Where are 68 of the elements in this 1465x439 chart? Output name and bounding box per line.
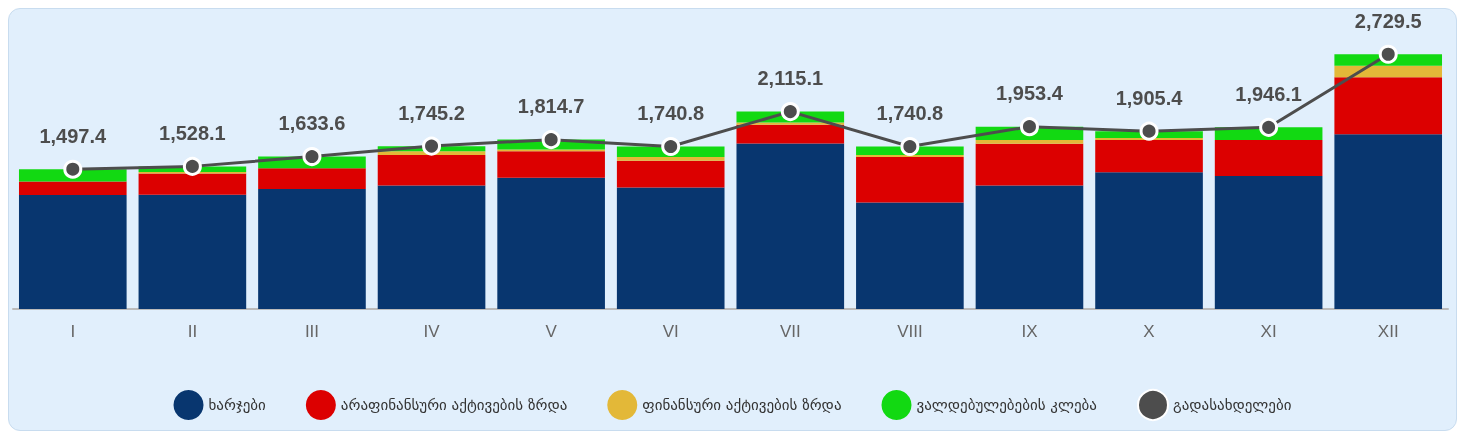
x-tick-label: IV xyxy=(423,322,441,341)
x-tick-label: II xyxy=(187,322,198,341)
point xyxy=(63,159,83,179)
point xyxy=(1259,117,1279,137)
point xyxy=(780,102,800,122)
bar xyxy=(258,188,366,309)
bar xyxy=(736,124,845,144)
bar xyxy=(616,187,725,309)
data-label: 1,497.4 xyxy=(39,124,108,147)
x-tick-label: VI xyxy=(662,322,679,341)
x-tick-label: VII xyxy=(779,322,801,341)
data-label: 2,729.5 xyxy=(1354,9,1422,32)
x-tick-label: XII xyxy=(1377,322,1399,341)
bar xyxy=(258,168,366,189)
bar xyxy=(138,194,247,309)
point xyxy=(302,147,322,167)
point xyxy=(541,130,561,150)
bar xyxy=(18,181,127,195)
data-label: 1,905.4 xyxy=(1115,86,1184,109)
bar xyxy=(497,151,605,178)
x-tick-label: III xyxy=(304,322,320,341)
data-label: 1,740.8 xyxy=(876,102,944,125)
bar xyxy=(1334,65,1443,78)
point xyxy=(1019,117,1039,137)
data-label: 1,745.2 xyxy=(398,101,465,124)
legend-label: ფინანსური აქტივების ზრდა xyxy=(642,396,842,414)
data-label: 1,946.1 xyxy=(1235,82,1302,105)
bar xyxy=(1095,172,1203,309)
bar xyxy=(1334,134,1443,309)
bar xyxy=(975,185,1084,309)
bar xyxy=(616,160,725,188)
x-tick-label: IX xyxy=(1021,322,1038,341)
data-label: 2,115.1 xyxy=(757,67,824,90)
bar xyxy=(616,156,725,161)
point xyxy=(900,137,920,157)
legend-label: არაფინანსური აქტივების ზრდა xyxy=(340,396,568,414)
x-tick-label: X xyxy=(1143,322,1155,341)
point xyxy=(661,137,681,157)
bar xyxy=(497,177,605,309)
x-tick-label: V xyxy=(545,322,558,341)
bar xyxy=(856,202,964,309)
x-tick-label: XI xyxy=(1260,322,1277,341)
point xyxy=(422,136,442,156)
point xyxy=(182,156,202,176)
bar xyxy=(975,143,1084,186)
data-label: 1,953.4 xyxy=(996,82,1064,105)
bar xyxy=(1334,77,1443,135)
legend-label: გადასახდელები xyxy=(1172,396,1292,414)
bar xyxy=(377,185,486,309)
bar xyxy=(138,173,247,195)
data-label: 1,633.6 xyxy=(278,112,346,135)
point xyxy=(1139,121,1159,141)
bar xyxy=(1214,139,1323,176)
point xyxy=(1378,44,1398,64)
bar xyxy=(975,139,1084,144)
bar xyxy=(1095,139,1203,173)
bar xyxy=(1214,176,1323,309)
legend-label: ხარჯები xyxy=(208,396,267,414)
bar xyxy=(18,194,127,309)
bar xyxy=(736,143,845,309)
bar xyxy=(856,156,964,203)
legend-label: ვალდებულებების კლება xyxy=(916,396,1097,414)
bar xyxy=(377,155,486,186)
data-label: 1,740.8 xyxy=(637,102,705,125)
data-label: 1,528.1 xyxy=(159,121,226,144)
data-label: 1,814.7 xyxy=(517,95,585,118)
x-tick-label: VIII xyxy=(897,322,923,341)
x-tick-label: I xyxy=(70,322,76,341)
